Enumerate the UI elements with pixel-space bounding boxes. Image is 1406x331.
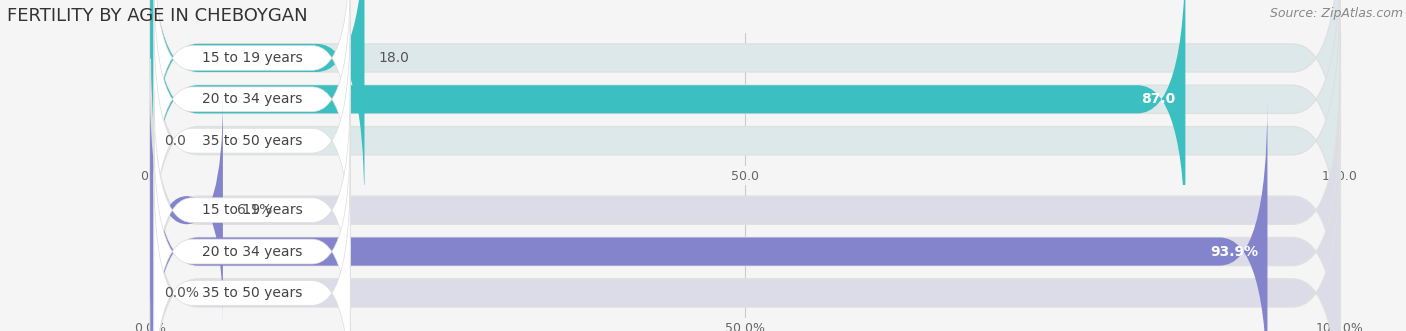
FancyBboxPatch shape xyxy=(150,100,1267,331)
Text: 15 to 19 years: 15 to 19 years xyxy=(201,203,302,217)
FancyBboxPatch shape xyxy=(153,0,350,178)
FancyBboxPatch shape xyxy=(150,0,364,210)
FancyBboxPatch shape xyxy=(150,100,1340,331)
FancyBboxPatch shape xyxy=(153,21,350,261)
FancyBboxPatch shape xyxy=(153,131,350,331)
FancyBboxPatch shape xyxy=(150,0,1340,251)
FancyBboxPatch shape xyxy=(153,90,350,330)
FancyBboxPatch shape xyxy=(153,173,350,331)
FancyBboxPatch shape xyxy=(150,98,224,322)
Text: Source: ZipAtlas.com: Source: ZipAtlas.com xyxy=(1270,7,1403,20)
Text: 20 to 34 years: 20 to 34 years xyxy=(202,92,302,106)
FancyBboxPatch shape xyxy=(150,142,1340,331)
Text: 35 to 50 years: 35 to 50 years xyxy=(202,134,302,148)
FancyBboxPatch shape xyxy=(150,0,1340,210)
FancyBboxPatch shape xyxy=(150,59,1340,331)
Text: 0.0: 0.0 xyxy=(165,134,187,148)
FancyBboxPatch shape xyxy=(150,0,1340,292)
Text: 15 to 19 years: 15 to 19 years xyxy=(201,51,302,65)
Text: 35 to 50 years: 35 to 50 years xyxy=(202,286,302,300)
Text: 20 to 34 years: 20 to 34 years xyxy=(202,245,302,259)
FancyBboxPatch shape xyxy=(150,0,1185,251)
Text: 0.0%: 0.0% xyxy=(165,286,200,300)
Text: 87.0: 87.0 xyxy=(1142,92,1175,106)
Text: FERTILITY BY AGE IN CHEBOYGAN: FERTILITY BY AGE IN CHEBOYGAN xyxy=(7,7,308,24)
Text: 6.1%: 6.1% xyxy=(238,203,273,217)
Text: 18.0: 18.0 xyxy=(378,51,409,65)
FancyBboxPatch shape xyxy=(153,0,350,219)
Text: 93.9%: 93.9% xyxy=(1209,245,1258,259)
